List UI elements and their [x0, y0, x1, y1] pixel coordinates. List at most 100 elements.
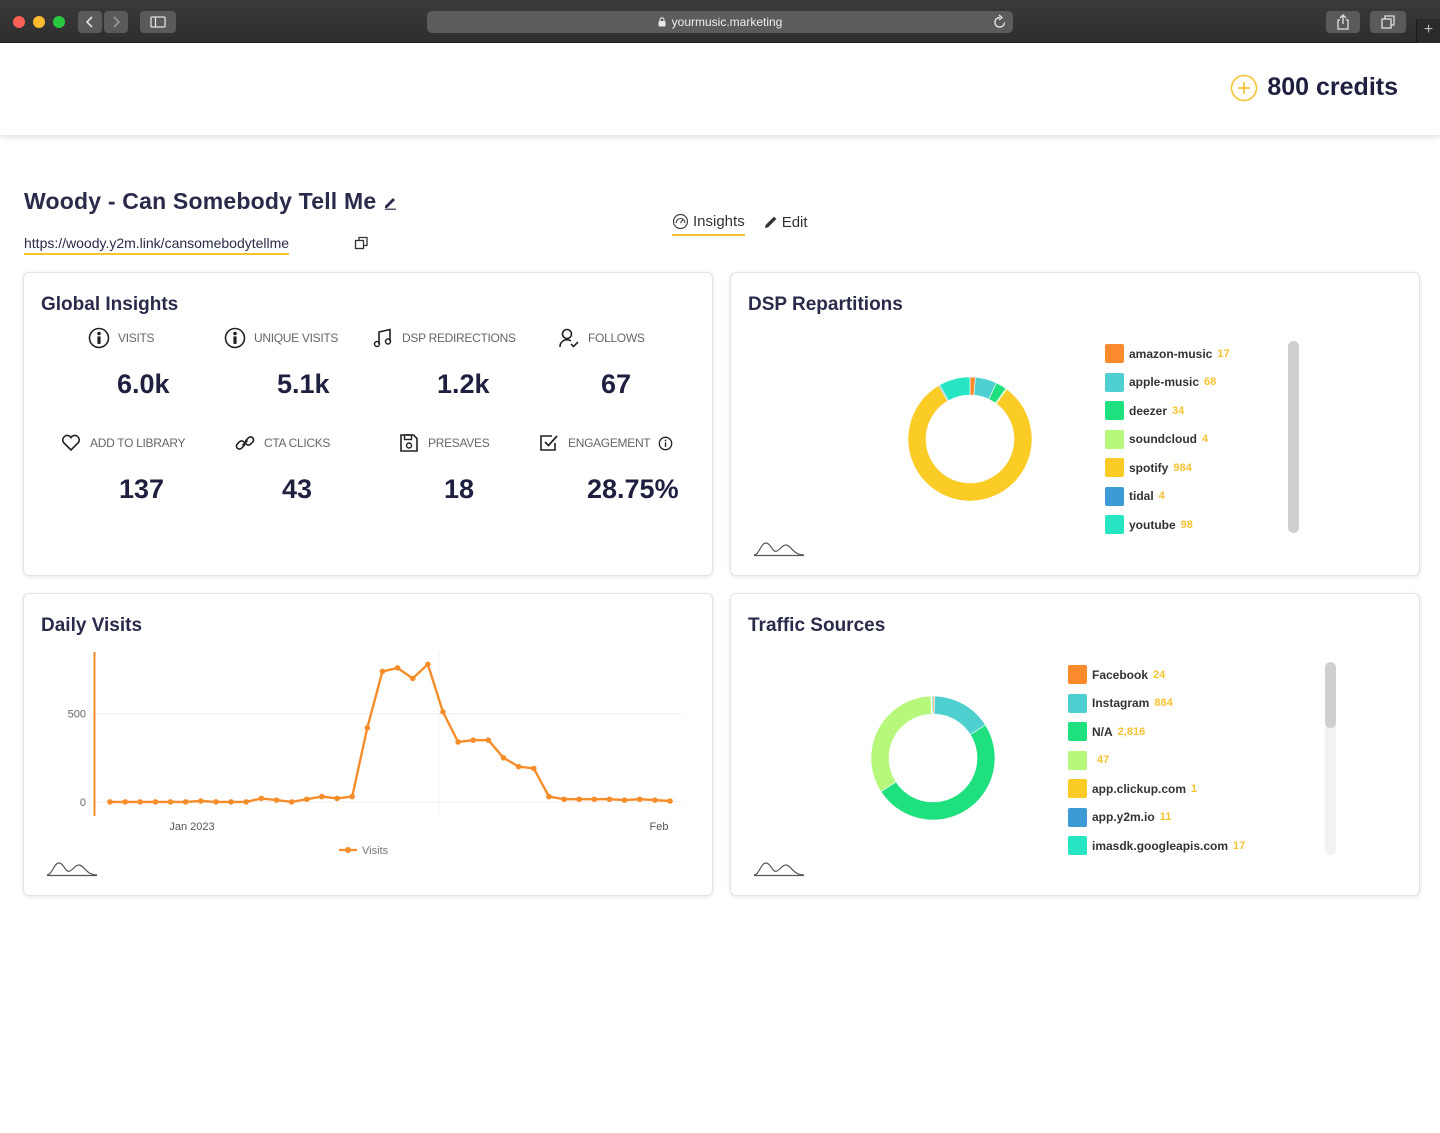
share-button[interactable]: [1326, 11, 1360, 33]
tab-edit[interactable]: Edit: [763, 213, 808, 236]
dsp-legend-scrollbar[interactable]: [1288, 341, 1299, 533]
view-tabs: Insights Edit: [672, 213, 808, 236]
new-tab-button[interactable]: +: [1416, 19, 1440, 43]
dsp-legend-item[interactable]: spotify 984: [1105, 458, 1192, 477]
traffic-legend-item[interactable]: Facebook 24: [1068, 665, 1165, 684]
data-point: [546, 793, 552, 800]
dsp-legend-scroll-thumb[interactable]: [1288, 341, 1299, 533]
donut-slice-instagram: [933, 695, 986, 735]
dsp-legend-item[interactable]: deezer 34: [1105, 401, 1184, 420]
traffic-legend-item[interactable]: Instagram 884: [1068, 693, 1173, 713]
copy-icon[interactable]: [354, 236, 369, 251]
traffic-donut-chart[interactable]: [863, 688, 1003, 828]
donut-slice-spotify: [907, 385, 1033, 502]
metric-visits-value: 6.0k: [117, 369, 170, 399]
browser-toolbar: yourmusic.marketing +: [0, 0, 1440, 43]
smart-link-url[interactable]: https://woody.y2m.link/cansomebodytellme: [24, 235, 290, 255]
dsp-legend-item[interactable]: tidal 4: [1105, 486, 1165, 506]
metric-presaves-label: PRESAVES: [428, 436, 490, 450]
dsp-legend-item[interactable]: soundcloud 4: [1105, 429, 1208, 449]
reload-icon[interactable]: [993, 14, 1007, 30]
metric-cta-clicks-label: CTA CLICKS: [264, 436, 331, 450]
data-point: [107, 799, 113, 805]
data-point: [273, 797, 280, 803]
legend-swatch: [1105, 372, 1124, 392]
close-window-button[interactable]: [13, 16, 25, 28]
traffic-legend-scrollbar[interactable]: [1325, 662, 1336, 855]
tab-insights[interactable]: Insights: [672, 213, 745, 236]
traffic-legend-scroll-thumb[interactable]: [1325, 662, 1336, 728]
data-point: [440, 709, 446, 715]
traffic-legend-item[interactable]: 47: [1068, 750, 1109, 770]
data-point: [122, 799, 128, 805]
tab-edit-label: Edit: [781, 214, 808, 231]
data-point: [515, 763, 522, 770]
lock-icon: [658, 17, 666, 27]
metric-presaves: PRESAVES: [398, 431, 578, 455]
info-circle-icon: [224, 327, 246, 349]
metric-add-to-library: ADD TO LIBRARY: [60, 431, 240, 455]
legend-label: tidal: [1129, 489, 1154, 503]
url-text: yourmusic.marketing: [671, 15, 783, 29]
metric-engagement: ENGAGEMENT: [538, 431, 713, 455]
donut-slice-unlabeled: [870, 695, 932, 793]
back-button[interactable]: [78, 11, 102, 33]
data-point: [167, 799, 174, 805]
donut-slice-imasdk-googleapis-com: [931, 695, 934, 715]
data-point: [606, 796, 613, 803]
daily-visits-title: Daily Visits: [41, 615, 143, 636]
data-point: [500, 755, 507, 761]
traffic-legend-item[interactable]: N/A 2,816: [1068, 722, 1145, 741]
y-tick-label: 0: [80, 797, 86, 809]
credits-widget[interactable]: 800 credits: [1230, 73, 1398, 102]
legend-label: Instagram: [1092, 696, 1150, 710]
x-tick-label: Feb: [650, 821, 669, 833]
dsp-donut-chart[interactable]: [900, 369, 1040, 509]
data-point: [349, 793, 355, 800]
dsp-legend-item[interactable]: youtube 98: [1105, 515, 1193, 534]
app-header: 800 credits: [0, 43, 1440, 135]
data-point: [530, 765, 537, 772]
traffic-legend-item[interactable]: app.clickup.com 1: [1068, 779, 1197, 798]
minimize-window-button[interactable]: [33, 16, 45, 28]
forward-button[interactable]: [104, 11, 128, 33]
traffic-sources-card: Traffic Sources Facebook 24 Instagram 884 N/…: [730, 593, 1420, 896]
maximize-window-button[interactable]: [53, 16, 65, 28]
credits-count: 800 credits: [1267, 73, 1398, 101]
legend-value: 984: [1173, 461, 1192, 474]
music-note-icon: [373, 328, 392, 348]
data-point: [198, 798, 204, 804]
tabs-overview-button[interactable]: [1370, 11, 1406, 33]
dsp-legend-item[interactable]: apple-music 68: [1105, 372, 1216, 392]
dsp-repartitions-card: DSP Repartitions amazon-music 17 apple-mus…: [730, 272, 1420, 576]
x-tick-label: Jan 2023: [169, 821, 214, 833]
legend-label: app.y2m.io: [1092, 810, 1155, 824]
traffic-legend: Facebook 24 Instagram 884 N/A 2,816 47 app.clic…: [1068, 665, 1298, 865]
data-point: [652, 797, 658, 803]
metric-follows: FOLLOWS: [558, 326, 738, 350]
metric-cta-clicks-value: 43: [282, 474, 313, 504]
metric-dsp-redirections: DSP REDIRECTIONS: [372, 326, 552, 350]
legend-swatch: [1105, 458, 1124, 477]
daily-visits-card: Daily Visits 0 500 Jan 2023 Feb Visits: [23, 593, 713, 896]
data-point: [470, 737, 477, 743]
data-point: [288, 799, 295, 805]
info-icon[interactable]: [658, 436, 673, 451]
metric-engagement-value: 28.75%: [587, 474, 679, 504]
sidebar-toggle-button[interactable]: [140, 11, 176, 33]
address-bar[interactable]: yourmusic.marketing: [427, 11, 1013, 33]
page-title-text: Woody - Can Somebody Tell Me: [24, 188, 377, 214]
traffic-legend-item[interactable]: imasdk.googleapis.com 17: [1068, 836, 1245, 855]
edit-pencil-icon[interactable]: [382, 194, 398, 210]
daily-visits-chart[interactable]: 0 500 Jan 2023 Feb Visits: [34, 646, 694, 876]
traffic-legend-item[interactable]: app.y2m.io 11: [1068, 807, 1171, 827]
dsp-legend-item[interactable]: amazon-music 17: [1105, 344, 1230, 363]
legend-label: deezer: [1129, 403, 1168, 418]
data-point: [425, 661, 431, 668]
heart-icon: [61, 434, 81, 452]
dsp-legend: amazon-music 17 apple-music 68 deezer 34 sound…: [1105, 344, 1285, 544]
pencil-icon: [764, 216, 777, 228]
add-circle-icon[interactable]: [1230, 74, 1258, 102]
sidebar-icon: [150, 16, 166, 28]
legend-label: amazon-music: [1129, 346, 1213, 361]
